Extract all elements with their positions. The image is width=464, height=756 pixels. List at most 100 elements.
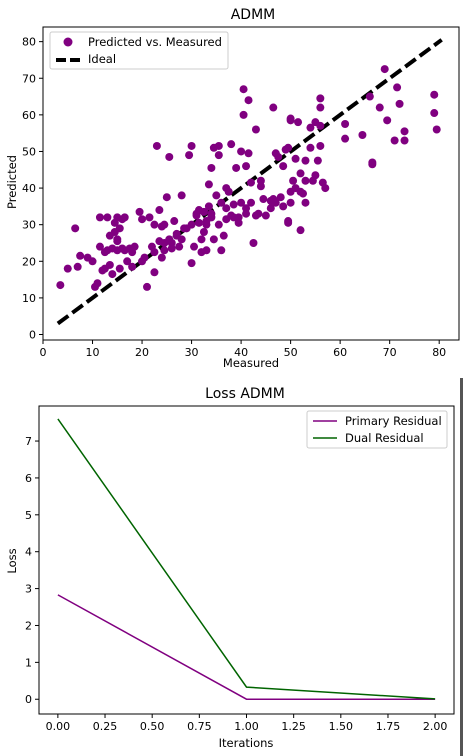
data-point — [313, 156, 322, 165]
data-point — [247, 178, 255, 187]
x-tick-label: 1.00 — [234, 720, 259, 733]
y-tick-label: 70 — [22, 72, 36, 85]
data-point — [242, 162, 251, 171]
data-point — [130, 242, 139, 251]
data-point — [301, 176, 310, 185]
data-point — [207, 163, 216, 172]
data-point — [212, 191, 221, 200]
data-point — [202, 220, 211, 229]
data-point — [316, 141, 325, 150]
data-point — [145, 213, 154, 222]
data-point — [279, 162, 288, 171]
data-point — [316, 94, 325, 103]
data-point — [120, 213, 129, 222]
data-point — [214, 141, 223, 150]
line-chart-loss-admm: Loss ADMM 0.00 0.25 0.50 0.75 1.00 1.25 1.50 1.… — [5, 386, 455, 750]
data-point — [301, 156, 310, 165]
data-point — [296, 226, 305, 235]
data-point — [217, 246, 226, 255]
data-point — [217, 198, 226, 207]
x-tick-label: 1.50 — [329, 720, 354, 733]
x-tick-label: 20 — [135, 346, 149, 359]
data-point — [237, 198, 246, 207]
data-point — [204, 202, 213, 211]
data-point — [103, 213, 112, 222]
data-point — [400, 127, 409, 136]
dual-residual-line — [57, 418, 436, 700]
data-point — [202, 246, 211, 255]
data-point — [375, 103, 384, 112]
y-tick-label: 60 — [22, 109, 36, 122]
plot-frame — [38, 405, 455, 715]
data-point — [88, 257, 97, 266]
y-tick-label: 80 — [22, 36, 36, 49]
data-point — [249, 238, 258, 247]
data-point — [167, 244, 176, 253]
legend: Predicted vs. Measured Ideal — [49, 31, 229, 70]
y-tick-label: 40 — [22, 182, 36, 195]
data-point — [284, 218, 293, 227]
data-point — [274, 152, 283, 161]
data-point — [135, 207, 144, 216]
data-point — [157, 253, 166, 262]
data-point — [185, 151, 194, 160]
data-point — [95, 213, 104, 222]
x-tick-label: 0.75 — [187, 720, 212, 733]
data-point — [380, 65, 389, 74]
data-point — [234, 213, 243, 222]
data-point — [286, 114, 295, 123]
data-point — [150, 268, 159, 277]
x-tick-label: 1.25 — [281, 720, 306, 733]
data-point — [341, 120, 350, 129]
data-point — [393, 83, 402, 92]
data-point — [222, 204, 231, 213]
data-point — [301, 198, 310, 207]
data-point — [108, 270, 117, 279]
scrollbar-strip — [460, 378, 463, 756]
y-tick-label: 10 — [22, 292, 36, 305]
x-tick-label: 2.00 — [423, 720, 448, 733]
legend-label-primary: Primary Residual — [345, 414, 442, 428]
data-point — [177, 191, 186, 200]
data-point — [175, 242, 184, 251]
data-point — [165, 152, 174, 161]
data-point — [291, 154, 300, 163]
x-tick-label: 70 — [383, 346, 397, 359]
data-point — [224, 187, 233, 196]
y-tick-label: 50 — [22, 145, 36, 158]
data-point — [306, 123, 315, 132]
data-point — [242, 204, 251, 213]
data-point — [383, 116, 392, 125]
y-tick-label: 1 — [25, 656, 32, 669]
x-axis-label: Iterations — [219, 736, 274, 750]
primary-residual-line — [57, 594, 436, 700]
data-point — [177, 235, 186, 244]
data-point — [162, 193, 171, 202]
data-point — [368, 158, 377, 167]
x-tick-label: 0.00 — [46, 720, 71, 733]
data-point — [214, 220, 223, 229]
data-point — [204, 180, 213, 189]
x-tick-label: 0.50 — [140, 720, 165, 733]
data-point — [239, 110, 248, 119]
data-point — [430, 90, 439, 99]
data-point — [105, 260, 114, 269]
data-point — [395, 99, 404, 108]
y-tick-label: 0 — [29, 329, 36, 342]
data-point — [187, 220, 196, 229]
data-point — [199, 207, 208, 216]
data-point — [432, 125, 441, 134]
data-point — [341, 134, 350, 143]
data-point — [256, 182, 265, 191]
data-point — [160, 246, 169, 255]
data-point — [214, 151, 223, 160]
legend-label-ideal: Ideal — [88, 52, 116, 66]
y-tick-label: 3 — [25, 583, 32, 596]
data-point — [242, 209, 251, 218]
data-point — [209, 235, 218, 244]
x-tick-label: 40 — [234, 346, 248, 359]
data-point — [128, 262, 137, 271]
data-point — [219, 231, 228, 240]
data-point — [160, 220, 169, 229]
